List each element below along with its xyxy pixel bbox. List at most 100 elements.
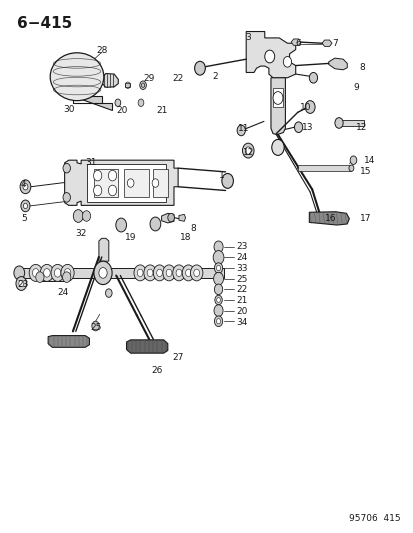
Circle shape (216, 265, 220, 271)
Bar (152, 168, 168, 197)
Text: 3: 3 (245, 34, 251, 43)
Polygon shape (73, 96, 112, 110)
Bar (124, 168, 149, 197)
Polygon shape (309, 212, 349, 225)
Circle shape (167, 213, 174, 222)
Circle shape (182, 265, 194, 281)
Circle shape (29, 264, 42, 281)
Text: 31: 31 (85, 158, 97, 167)
Text: 6−415: 6−415 (17, 15, 72, 30)
Polygon shape (272, 88, 282, 107)
Text: 9: 9 (353, 83, 358, 92)
Circle shape (190, 265, 202, 281)
Circle shape (14, 266, 24, 280)
Text: 20: 20 (116, 106, 128, 115)
Polygon shape (48, 336, 89, 348)
Text: 15: 15 (359, 167, 370, 176)
Circle shape (150, 217, 160, 231)
Text: 19: 19 (124, 233, 135, 242)
Bar (338, 120, 363, 126)
Circle shape (221, 173, 233, 188)
Text: 16: 16 (324, 214, 336, 223)
Text: 32: 32 (75, 229, 87, 238)
Polygon shape (290, 39, 300, 45)
Circle shape (23, 203, 27, 208)
Circle shape (214, 284, 222, 295)
Circle shape (349, 156, 356, 165)
Text: 34: 34 (236, 318, 247, 327)
Bar (297, 165, 351, 171)
Circle shape (140, 81, 146, 90)
Text: 14: 14 (363, 156, 374, 165)
Circle shape (334, 118, 342, 128)
Circle shape (127, 179, 134, 187)
Text: 25: 25 (236, 274, 247, 284)
Text: 7: 7 (331, 39, 337, 48)
Polygon shape (161, 213, 173, 223)
Text: 23: 23 (236, 243, 247, 252)
Text: 21: 21 (156, 106, 167, 115)
Text: 20: 20 (236, 307, 247, 316)
Circle shape (147, 269, 152, 277)
Circle shape (272, 92, 282, 104)
Circle shape (36, 272, 44, 282)
Text: 6: 6 (294, 39, 300, 48)
Circle shape (63, 192, 70, 202)
Circle shape (304, 101, 314, 114)
Circle shape (216, 297, 220, 302)
Circle shape (54, 269, 61, 277)
Circle shape (214, 263, 222, 273)
Circle shape (213, 272, 223, 285)
Text: 22: 22 (236, 285, 247, 294)
Circle shape (116, 218, 126, 232)
Circle shape (156, 269, 162, 277)
Circle shape (348, 165, 353, 171)
Circle shape (271, 140, 283, 156)
Circle shape (99, 268, 107, 278)
Circle shape (185, 269, 191, 277)
Circle shape (51, 264, 64, 281)
Circle shape (137, 269, 143, 277)
Ellipse shape (50, 53, 104, 101)
Circle shape (105, 289, 112, 297)
Bar (19, 268, 223, 278)
Text: 2: 2 (212, 71, 218, 80)
Circle shape (19, 280, 24, 287)
Text: 10: 10 (299, 102, 311, 111)
Circle shape (166, 269, 171, 277)
Text: 11: 11 (238, 124, 249, 133)
Polygon shape (270, 78, 285, 135)
Circle shape (294, 122, 302, 133)
Circle shape (152, 179, 158, 187)
Circle shape (214, 295, 222, 305)
Circle shape (82, 211, 90, 221)
Text: 26: 26 (152, 366, 163, 375)
Bar (93, 168, 118, 197)
Text: 1: 1 (219, 171, 225, 180)
Text: 13: 13 (301, 123, 313, 132)
Circle shape (20, 180, 31, 193)
Circle shape (214, 316, 222, 327)
Circle shape (23, 183, 28, 190)
Circle shape (32, 269, 39, 277)
Circle shape (153, 265, 165, 281)
Circle shape (61, 264, 74, 281)
Circle shape (108, 170, 116, 181)
Circle shape (213, 251, 223, 264)
Text: 22: 22 (171, 74, 183, 83)
Bar (40, 273, 66, 281)
Circle shape (64, 269, 71, 277)
Circle shape (216, 319, 220, 324)
Circle shape (16, 277, 26, 290)
Text: 21: 21 (236, 296, 247, 305)
Circle shape (43, 269, 50, 277)
Text: 24: 24 (57, 287, 68, 296)
Circle shape (94, 261, 112, 285)
Circle shape (162, 265, 175, 281)
Text: 29: 29 (143, 74, 154, 83)
Circle shape (214, 241, 223, 253)
Text: 25: 25 (90, 323, 101, 332)
Text: 24: 24 (236, 254, 247, 262)
Circle shape (264, 50, 274, 63)
Circle shape (193, 269, 199, 277)
